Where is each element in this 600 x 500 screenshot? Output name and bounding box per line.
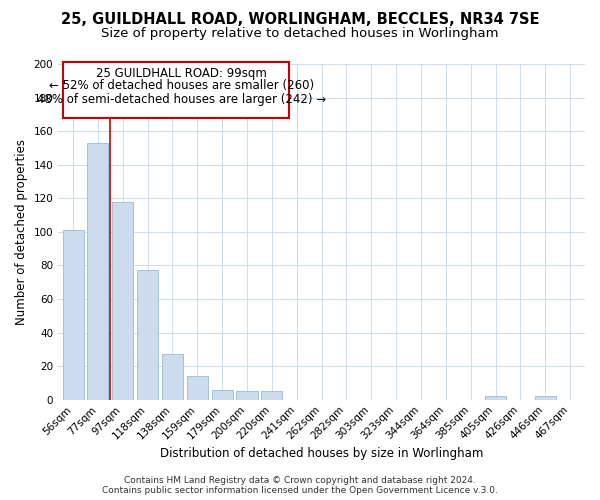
Text: 25, GUILDHALL ROAD, WORLINGHAM, BECCLES, NR34 7SE: 25, GUILDHALL ROAD, WORLINGHAM, BECCLES,… — [61, 12, 539, 28]
Text: Size of property relative to detached houses in Worlingham: Size of property relative to detached ho… — [101, 28, 499, 40]
Text: 48% of semi-detached houses are larger (242) →: 48% of semi-detached houses are larger (… — [37, 92, 326, 106]
Bar — [137, 270, 158, 400]
Bar — [62, 230, 83, 400]
Bar — [236, 392, 257, 400]
Bar — [212, 390, 233, 400]
Bar — [535, 396, 556, 400]
Text: Contains HM Land Registry data © Crown copyright and database right 2024.: Contains HM Land Registry data © Crown c… — [124, 476, 476, 485]
Text: 25 GUILDHALL ROAD: 99sqm: 25 GUILDHALL ROAD: 99sqm — [96, 68, 266, 80]
Bar — [112, 202, 133, 400]
Bar — [162, 354, 183, 400]
Bar — [187, 376, 208, 400]
Bar — [485, 396, 506, 400]
Bar — [88, 143, 109, 400]
Y-axis label: Number of detached properties: Number of detached properties — [15, 139, 28, 325]
Text: ← 52% of detached houses are smaller (260): ← 52% of detached houses are smaller (26… — [49, 79, 314, 92]
FancyBboxPatch shape — [63, 62, 289, 118]
Text: Contains public sector information licensed under the Open Government Licence v.: Contains public sector information licen… — [102, 486, 498, 495]
Bar — [262, 392, 283, 400]
X-axis label: Distribution of detached houses by size in Worlingham: Distribution of detached houses by size … — [160, 447, 483, 460]
